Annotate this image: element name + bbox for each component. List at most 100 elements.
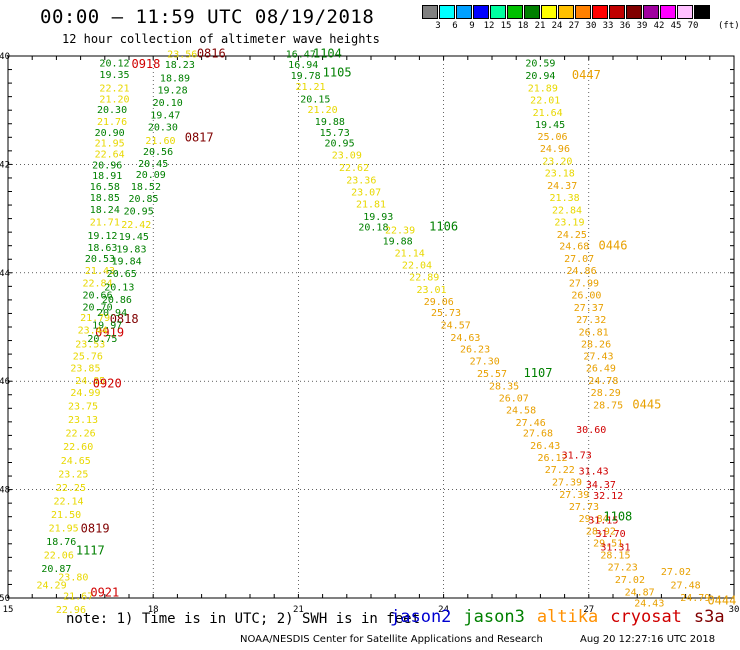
wave-height-label: 27.39 [559,490,589,501]
color-scale-label: 21 [534,21,546,31]
wave-height-label: 24.43 [634,598,664,609]
color-scale-label: 33 [602,21,614,31]
time-label: 0446 [599,239,628,253]
color-scale-label: 42 [653,21,665,31]
wave-height-label: 20.45 [138,159,168,170]
wave-height-label: 22.42 [121,220,151,231]
wave-height-label: 21.64 [533,108,563,119]
y-tick-label: -48 [0,486,10,496]
wave-height-label: 21.20 [99,94,129,105]
wave-height-label: 21.95 [49,524,79,535]
x-tick-label: 24 [438,605,449,615]
wave-height-label: 20.65 [107,269,137,280]
color-swatch [558,5,574,19]
time-label: 1104 [313,46,342,60]
color-swatch [643,5,659,19]
wave-height-label: 22.14 [53,496,83,507]
color-scale-label: 12 [483,21,495,31]
wave-height-label: 27.73 [569,502,599,513]
time-label: 1108 [603,510,632,524]
time-label: 0819 [81,522,110,536]
time-label: 0816 [197,46,226,60]
wave-height-label: 31.73 [562,450,592,461]
wave-height-label: 28.15 [600,551,630,562]
wave-height-label: 20.12 [99,59,129,70]
wave-height-label: 22.84 [82,279,112,290]
wave-height-label: 21.50 [51,510,81,521]
time-label: 0818 [110,312,139,326]
satellite-legend-cryosat: cryosat [610,607,682,627]
wave-height-label: 27.32 [576,315,606,326]
color-swatch [694,5,710,19]
wave-height-label: 26.49 [586,364,616,375]
wave-height-label: 19.84 [112,256,142,267]
satellite-legend: jason2 jason3 altika cryosat s3a [390,607,737,627]
color-swatch [507,5,523,19]
wave-height-label: 28.75 [593,401,623,412]
wave-height-label: 19.93 [363,212,393,223]
x-tick-label: 18 [148,605,159,615]
chart-subtitle: 12 hour collection of altimeter wave hei… [62,32,380,46]
wave-height-label: 21.21 [295,82,325,93]
wave-height-label: 19.35 [99,70,129,81]
wave-height-label: 24.85 [75,376,105,387]
wave-height-label: 21.81 [356,199,386,210]
wave-height-label: 21.60 [145,136,175,147]
wave-height-label: 18.91 [92,171,122,182]
wave-height-label: 18.23 [165,60,195,71]
wave-height-label: 26.23 [460,345,490,356]
color-scale-bar [422,5,711,19]
color-swatch [473,5,489,19]
time-label: 0445 [632,398,661,412]
wave-height-label: 23.44 [78,326,108,337]
time-label: 0921 [90,586,119,600]
wave-height-label: 27.68 [523,429,553,440]
color-scale-label: 39 [636,21,648,31]
wave-height-label: 31.31 [600,543,630,554]
wave-height-label: 23.09 [332,151,362,162]
wave-height-label: 24.79 [680,593,710,604]
color-swatch [592,5,608,19]
wave-height-label: 24.25 [557,230,587,241]
wave-height-label: 19.47 [150,111,180,122]
wave-height-label: 24.63 [450,333,480,344]
wave-height-label: 21.89 [528,83,558,94]
color-scale-label: 27 [568,21,580,31]
color-swatch [660,5,676,19]
wave-height-label: 27.48 [671,580,701,591]
wave-height-label: 26.43 [530,441,560,452]
wave-height-label: 20.87 [41,564,71,575]
color-swatch [541,5,557,19]
wave-height-label: 31.43 [579,467,609,478]
wave-height-label: 30.60 [576,425,606,436]
color-swatch [677,5,693,19]
color-swatch [575,5,591,19]
wave-height-label: 18.85 [90,193,120,204]
wave-height-label: 23.56 [167,49,197,60]
wave-height-label: 19.97 [92,320,122,331]
wave-height-label: 32.12 [593,491,623,502]
satellite-legend-jason2: jason2 [390,607,452,627]
wave-height-label: 27.23 [608,563,638,574]
wave-height-label: 20.18 [358,223,388,234]
wave-height-label: 18.24 [90,205,120,216]
color-scale-label: 70 [687,21,699,31]
wave-height-label: 21.95 [95,139,125,150]
wave-height-label: 20.30 [97,105,127,116]
wave-height-label: 20.66 [82,290,112,301]
wave-height-label: 26.12 [537,453,567,464]
color-scale-label: 30 [585,21,597,31]
wave-height-label: 22.89 [409,273,439,284]
wave-height-label: 24.29 [37,580,67,591]
color-swatch [609,5,625,19]
wave-height-label: 22.39 [385,225,415,236]
wave-height-label: 20.95 [324,139,354,150]
color-scale-label: 9 [469,21,475,31]
wave-height-label: 20.86 [102,295,132,306]
wave-height-label: 23.13 [68,415,98,426]
wave-height-label: 19.45 [119,232,149,243]
wave-height-label: 19.88 [383,236,413,247]
wave-height-label: 28.35 [489,382,519,393]
wave-height-label: 18.52 [131,182,161,193]
